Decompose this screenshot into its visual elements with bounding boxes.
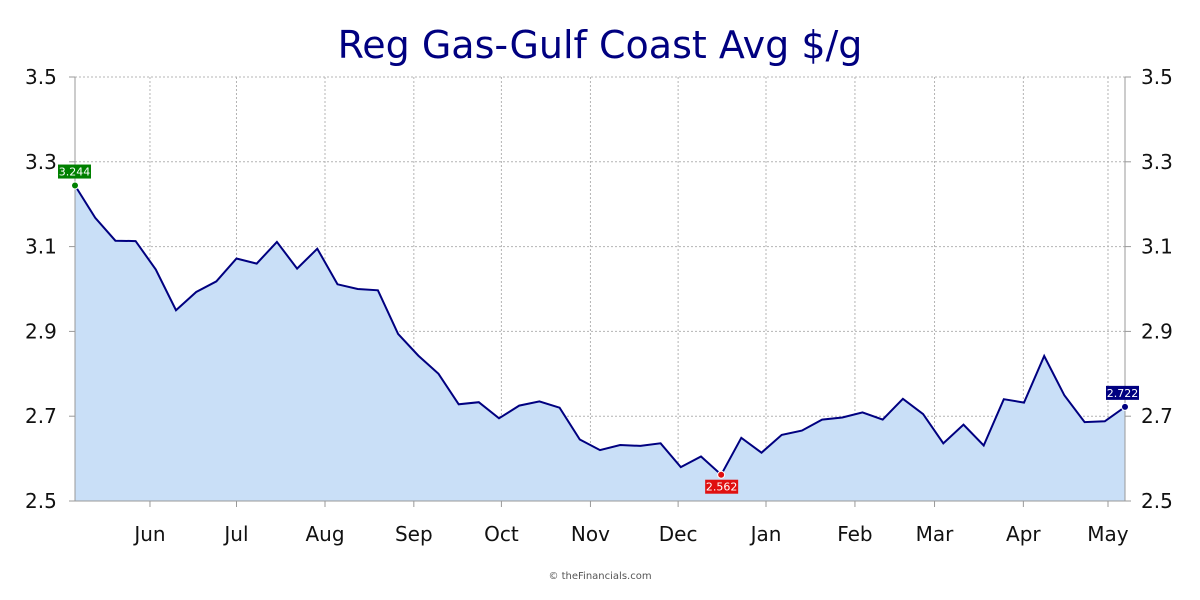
x-tick-label: Sep (395, 522, 433, 546)
y-tick-label-left: 3.1 (25, 235, 57, 259)
x-tick-label: Mar (916, 522, 955, 546)
y-tick-label-right: 2.5 (1141, 489, 1173, 513)
y-axis-right: 2.5 2.7 2.9 3.1 3.3 3.5 (1125, 65, 1173, 513)
y-tick-label-left: 3.3 (25, 150, 57, 174)
x-tick-label: Feb (837, 522, 872, 546)
x-tick-label: Dec (659, 522, 698, 546)
annotations: 3.244 2.562 2.722 (58, 164, 1139, 494)
y-tick-label-left: 3.5 (25, 65, 57, 89)
x-tick-label: Jun (132, 522, 165, 546)
y-axis-left: 2.5 2.7 2.9 3.1 3.3 3.5 (25, 65, 75, 513)
y-tick-label-right: 3.3 (1141, 150, 1173, 174)
data-point-marker (717, 470, 726, 479)
data-point-marker (1121, 402, 1129, 411)
x-tick-label: May (1087, 522, 1129, 546)
x-tick-label: Oct (484, 522, 519, 546)
y-tick-label-left: 2.7 (25, 404, 57, 428)
credit-text: © theFinancials.com (548, 571, 651, 582)
data-label-box (1106, 385, 1139, 400)
x-tick-label: Jul (222, 522, 248, 546)
y-tick-label-right: 2.7 (1141, 404, 1173, 428)
series-line (74, 184, 1126, 477)
x-tick-label: Apr (1006, 522, 1041, 546)
x-tick-label: Aug (305, 522, 344, 546)
data-label-box (58, 164, 91, 179)
y-tick-label-left: 2.9 (25, 319, 57, 343)
data-label: 2.562 (706, 481, 738, 494)
x-tick-label: Jan (749, 522, 782, 546)
y-tick-label-right: 3.1 (1141, 235, 1173, 259)
plot-frame (74, 77, 1126, 502)
data-label: 2.722 (1107, 387, 1139, 400)
x-tick-label: Nov (571, 522, 610, 546)
y-tick-label-right: 3.5 (1141, 65, 1173, 89)
data-label-box (705, 479, 739, 494)
chart-title: Reg Gas-Gulf Coast Avg $/g (338, 23, 863, 67)
data-label: 3.244 (59, 166, 91, 179)
x-axis: Jun Jul Aug Sep Oct Nov Dec Jan Feb Mar Apr May (132, 501, 1129, 546)
data-point-marker (71, 181, 79, 190)
y-tick-label-left: 2.5 (25, 489, 57, 513)
y-tick-label-right: 2.9 (1141, 319, 1173, 343)
area-fill (75, 185, 1125, 501)
